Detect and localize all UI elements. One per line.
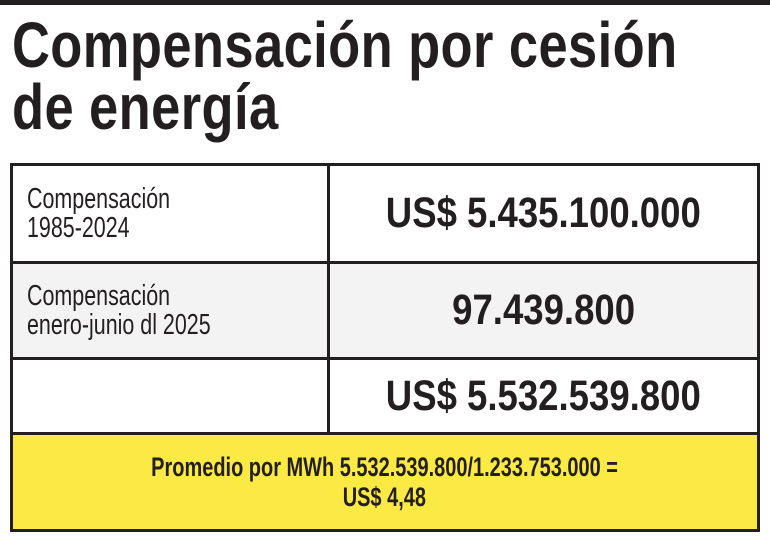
table-row: Compensación 1985-2024 US$ 5.435.100.000 xyxy=(10,163,760,264)
compensation-table: Compensación 1985-2024 US$ 5.435.100.000 … xyxy=(10,163,760,532)
table-row: Compensación enero-junio dl 2025 97.439.8… xyxy=(10,261,760,360)
title-line-1: Compensación por cesión xyxy=(12,9,678,81)
page-title: Compensación por cesión de energía xyxy=(12,9,678,143)
row-label: Compensación enero-junio dl 2025 xyxy=(10,261,330,360)
average-row: Promedio por MWh 5.532.539.800/1.233.753… xyxy=(10,432,760,532)
row-value: US$ 5.435.100.000 xyxy=(327,163,760,264)
total-value: US$ 5.532.539.800 xyxy=(327,357,760,435)
row-label: Compensación 1985-2024 xyxy=(10,163,330,264)
title-line-2: de energía xyxy=(12,71,279,143)
top-rule xyxy=(0,0,770,5)
average-per-mwh: Promedio por MWh 5.532.539.800/1.233.753… xyxy=(10,432,760,532)
row-value: 97.439.800 xyxy=(327,261,760,360)
table-row-total: US$ 5.532.539.800 xyxy=(10,357,760,435)
row-label xyxy=(10,357,330,435)
